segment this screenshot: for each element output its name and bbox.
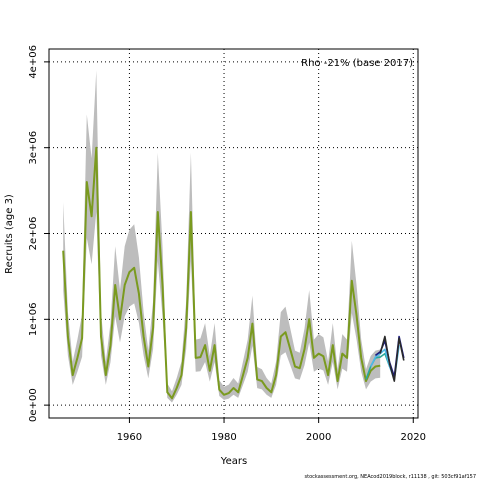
series-lines [62,146,405,400]
x-tick-label-2020: 2020 [401,432,426,443]
x-axis: 1960 1980 2000 2020 [117,418,426,443]
x-tick-label-1960: 1960 [117,432,142,443]
y-tick-label-0e+00: 0e+00 [28,388,39,422]
x-tick-label-2000: 2000 [306,432,331,443]
x-axis-label: Years [220,456,247,467]
series-line-0 [62,146,381,400]
band-area [63,70,381,403]
x-tick-label-1980: 1980 [211,432,236,443]
y-tick-label-2e+06: 2e+06 [28,217,39,251]
y-axis-label: Recruits (age 3) [4,194,15,274]
footer-credit: stockassessment.org, NEAcod2019block, r1… [305,474,476,480]
series-line-4 [379,335,405,382]
series-line-1 [365,352,391,380]
confidence-band [63,70,381,403]
y-tick-label-3e+06: 3e+06 [28,131,39,165]
y-tick-label-4e+06: 4e+06 [28,45,39,79]
y-axis: 0e+00 1e+06 2e+06 3e+06 4e+06 [28,45,49,422]
chart-annotation: Rho -21% (base 2017) [301,58,413,69]
y-tick-label-1e+06: 1e+06 [28,303,39,337]
